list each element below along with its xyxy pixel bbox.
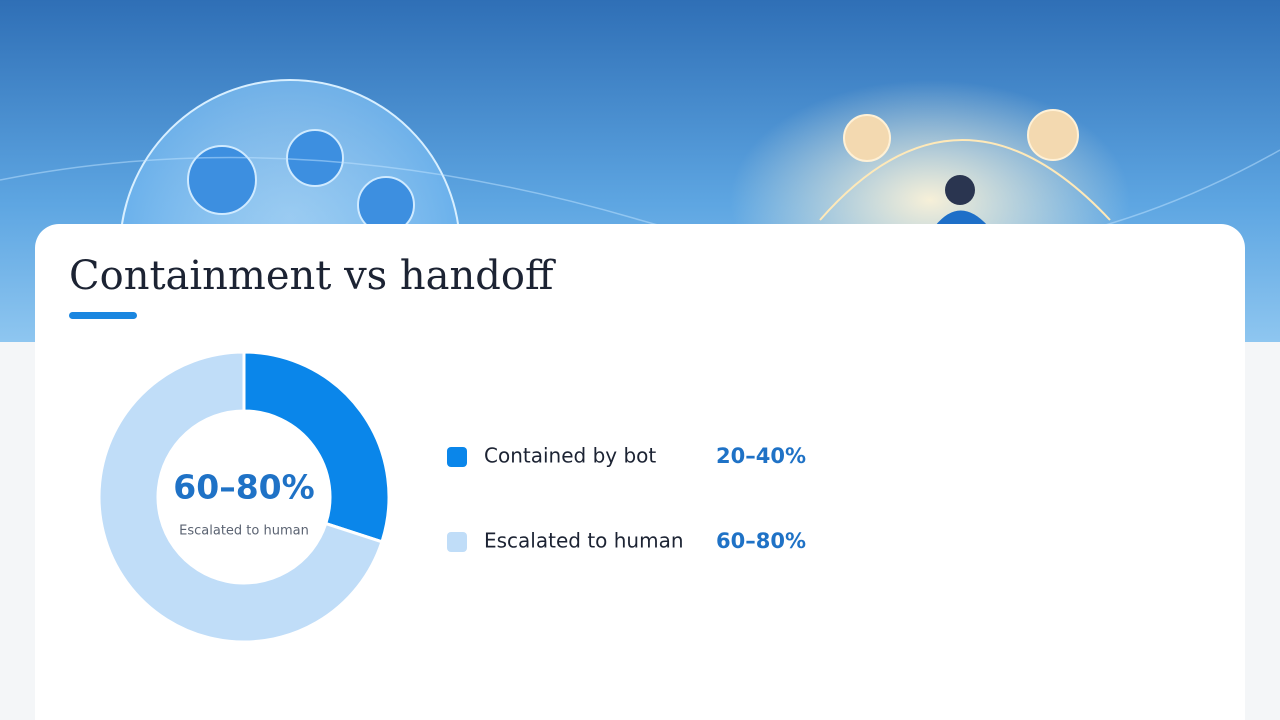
donut: 60–80% Escalated to human [97,350,391,644]
title-underline [69,312,137,319]
center-label: Escalated to human [179,524,309,539]
legend-swatch [447,447,467,467]
center-value: 60–80% [173,468,314,507]
donut-slice [97,350,384,644]
donut-slice [242,350,391,544]
legend-value: 20–40% [716,444,806,468]
legend-swatch [447,532,467,552]
chart-title: Containment vs handoff [69,253,556,299]
legend: Contained by bot 20–40% Escalated to human… [447,444,806,553]
legend-label: Escalated to human [484,529,684,553]
legend-value: 60–80% [716,529,806,553]
legend-label: Contained by bot [484,444,656,468]
